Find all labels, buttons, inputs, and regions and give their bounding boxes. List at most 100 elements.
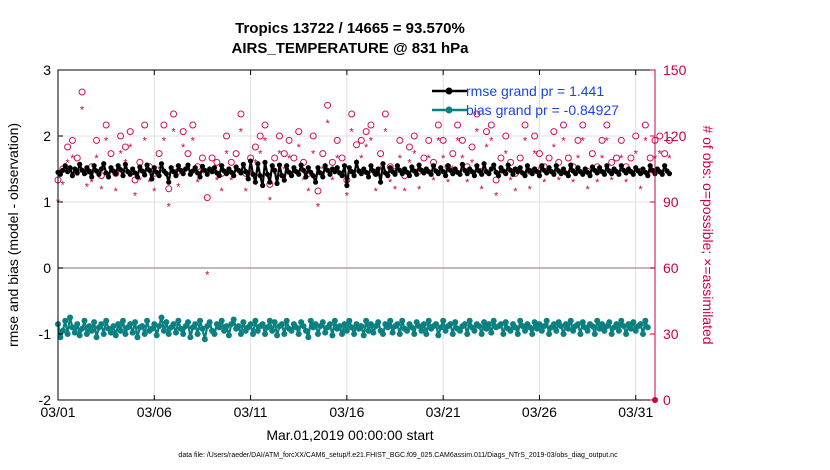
rmse-point [247, 158, 254, 164]
rmse-point [488, 166, 494, 172]
rmse-point [637, 171, 644, 177]
y-axis-right-label: # of obs: o=possible; ×=assimilated [700, 125, 716, 344]
obs-assimilated-marker: * [619, 153, 624, 165]
bias-point [348, 324, 355, 331]
rmse-point [192, 165, 198, 171]
rmse-point [414, 171, 420, 177]
bias-point [237, 331, 244, 337]
rmse-point [373, 171, 379, 177]
bias-point [139, 323, 146, 330]
bias-point [264, 324, 271, 331]
bias-point [156, 323, 163, 330]
rmse-point [486, 171, 492, 177]
obs-assimilated-marker: * [480, 184, 485, 196]
obs-possible-marker [656, 132, 664, 140]
rmse-point [139, 168, 145, 174]
y-right-tick-label: 30 [663, 326, 679, 342]
rmse-point [62, 163, 68, 169]
rmse-point [349, 169, 355, 175]
bias-point [601, 327, 608, 334]
bias-point [546, 331, 553, 337]
rmse-point [380, 161, 386, 167]
obs-possible-marker [612, 154, 620, 162]
obs-assimilated-marker: * [436, 135, 441, 147]
bias-point [341, 321, 348, 328]
bias-point [420, 321, 427, 328]
obs-possible-marker [319, 150, 327, 158]
obs-assimilated-marker: * [162, 135, 167, 147]
bias-point [199, 325, 206, 332]
bias-point [483, 325, 490, 332]
rmse-point [272, 167, 278, 173]
obs-possible-marker [574, 136, 582, 144]
obs-assimilated-marker: * [499, 168, 504, 180]
rmse-point [662, 163, 668, 169]
bias-point [363, 317, 370, 324]
bias-point [249, 331, 256, 337]
rmse-point [438, 165, 444, 171]
obs-assimilated-marker: * [465, 177, 470, 189]
bias-point [293, 324, 300, 331]
obs-possible-marker [353, 141, 360, 149]
bias-point [440, 317, 447, 324]
bias-point [531, 319, 538, 326]
rmse-point [156, 173, 162, 179]
rmse-point [474, 163, 480, 169]
obs-assimilated-marker: * [489, 135, 494, 147]
rmse-point [647, 163, 653, 169]
rmse-point [428, 171, 434, 177]
obs-possible-marker [223, 132, 231, 140]
rmse-point [84, 165, 90, 171]
obs-assimilated-marker: * [528, 184, 533, 196]
obs-assimilated-marker: * [667, 153, 672, 165]
rmse-point [580, 171, 586, 177]
bias-point [502, 319, 509, 326]
bias-point [148, 325, 155, 332]
obs-possible-marker [189, 121, 197, 129]
obs-possible-marker [68, 136, 76, 144]
rmse-point [406, 173, 413, 179]
rmse-point [269, 163, 275, 169]
rmse-point [666, 171, 673, 177]
y-right-tick-label: 120 [663, 128, 687, 144]
rmse-point [105, 174, 112, 180]
legend: rmse grand pr = 1.441 bias grand pr = -0… [432, 83, 619, 118]
rmse-point [551, 171, 557, 177]
rmse-point [544, 170, 550, 176]
obs-assimilated-marker: * [455, 135, 460, 147]
obs-assimilated-marker: * [268, 195, 273, 207]
x-tick-label: 03/06 [137, 404, 172, 420]
bias-point [514, 331, 521, 337]
bias-point [522, 327, 529, 334]
bias-point [302, 327, 309, 334]
bias-point [367, 321, 374, 328]
obs-possible-marker [627, 154, 635, 162]
rmse-point [524, 163, 531, 169]
rmse-point [546, 165, 552, 171]
rmse-point [173, 173, 179, 179]
legend-bias-label: bias grand pr = -0.84927 [466, 102, 619, 118]
rmse-point [387, 165, 393, 171]
obs-assimilated-marker: * [403, 186, 408, 198]
obs-assimilated-marker: * [561, 135, 566, 147]
rmse-point [240, 161, 246, 167]
obs-possible-marker [646, 154, 654, 162]
bias-point [379, 331, 386, 337]
rmse-point [534, 169, 540, 175]
obs-assimilated-marker: * [431, 175, 436, 187]
rmse-point [368, 163, 374, 169]
rmse-point [471, 173, 478, 179]
bias-point [127, 321, 134, 328]
obs-assimilated-marker: * [643, 135, 648, 147]
obs-possible-marker [184, 150, 192, 158]
obs-possible-marker [295, 128, 303, 136]
obs-possible-marker [617, 136, 625, 144]
obs-assimilated-marker: * [388, 177, 393, 189]
y-right-tick-label: 60 [663, 260, 679, 276]
obs-possible-marker [497, 154, 505, 162]
rmse-point [320, 174, 326, 180]
bias-point [370, 329, 377, 336]
obs-assimilated-marker: * [85, 182, 90, 194]
bias-point [630, 319, 637, 326]
bias-point [91, 319, 98, 326]
